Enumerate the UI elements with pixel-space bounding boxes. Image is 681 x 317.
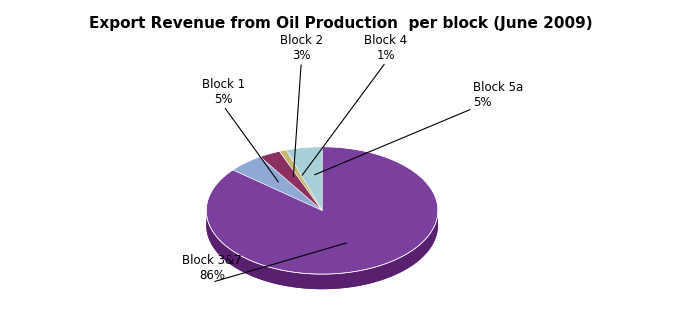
Polygon shape — [286, 147, 322, 210]
Text: Block 4
1%: Block 4 1% — [364, 34, 407, 62]
Text: Block 3&7
86%: Block 3&7 86% — [183, 254, 242, 282]
Text: Export Revenue from Oil Production  per block (June 2009): Export Revenue from Oil Production per b… — [89, 16, 592, 31]
Text: Block 2
3%: Block 2 3% — [280, 34, 323, 62]
Polygon shape — [233, 157, 322, 210]
Polygon shape — [260, 151, 322, 210]
Text: Block 1
5%: Block 1 5% — [202, 78, 245, 106]
Text: Block 5a
5%: Block 5a 5% — [473, 81, 523, 108]
Polygon shape — [206, 162, 438, 289]
Polygon shape — [206, 212, 438, 289]
Polygon shape — [206, 147, 438, 274]
Polygon shape — [279, 150, 322, 210]
